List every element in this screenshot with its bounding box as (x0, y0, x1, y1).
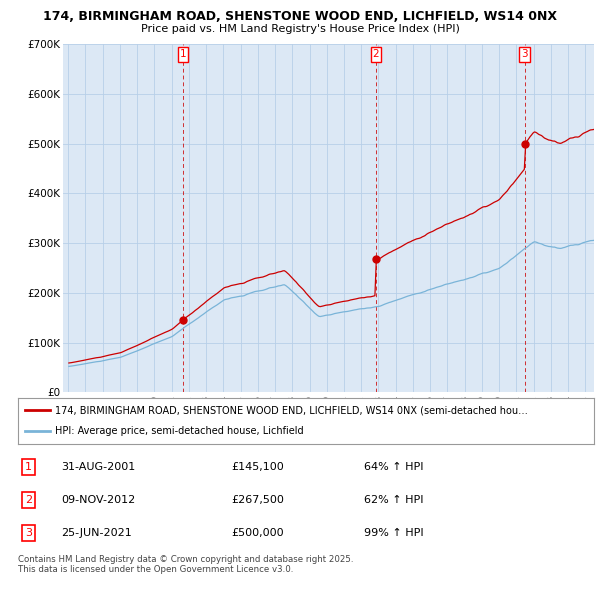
Text: 99% ↑ HPI: 99% ↑ HPI (364, 528, 423, 538)
Text: 1: 1 (25, 462, 32, 472)
Text: HPI: Average price, semi-detached house, Lichfield: HPI: Average price, semi-detached house,… (55, 426, 304, 436)
Text: Contains HM Land Registry data © Crown copyright and database right 2025.
This d: Contains HM Land Registry data © Crown c… (18, 555, 353, 574)
Text: 3: 3 (25, 528, 32, 538)
Text: £145,100: £145,100 (231, 462, 284, 472)
Text: 174, BIRMINGHAM ROAD, SHENSTONE WOOD END, LICHFIELD, WS14 0NX (semi-detached hou: 174, BIRMINGHAM ROAD, SHENSTONE WOOD END… (55, 405, 529, 415)
Text: £267,500: £267,500 (231, 495, 284, 505)
Text: Price paid vs. HM Land Registry's House Price Index (HPI): Price paid vs. HM Land Registry's House … (140, 24, 460, 34)
Text: 09-NOV-2012: 09-NOV-2012 (61, 495, 136, 505)
Text: 31-AUG-2001: 31-AUG-2001 (61, 462, 136, 472)
Text: 2: 2 (25, 495, 32, 505)
Text: 25-JUN-2021: 25-JUN-2021 (61, 528, 132, 538)
Text: 64% ↑ HPI: 64% ↑ HPI (364, 462, 423, 472)
Text: 3: 3 (521, 50, 528, 60)
Text: 174, BIRMINGHAM ROAD, SHENSTONE WOOD END, LICHFIELD, WS14 0NX: 174, BIRMINGHAM ROAD, SHENSTONE WOOD END… (43, 10, 557, 23)
Text: 62% ↑ HPI: 62% ↑ HPI (364, 495, 423, 505)
Text: £500,000: £500,000 (231, 528, 284, 538)
Text: 1: 1 (180, 50, 187, 60)
Text: 2: 2 (373, 50, 379, 60)
